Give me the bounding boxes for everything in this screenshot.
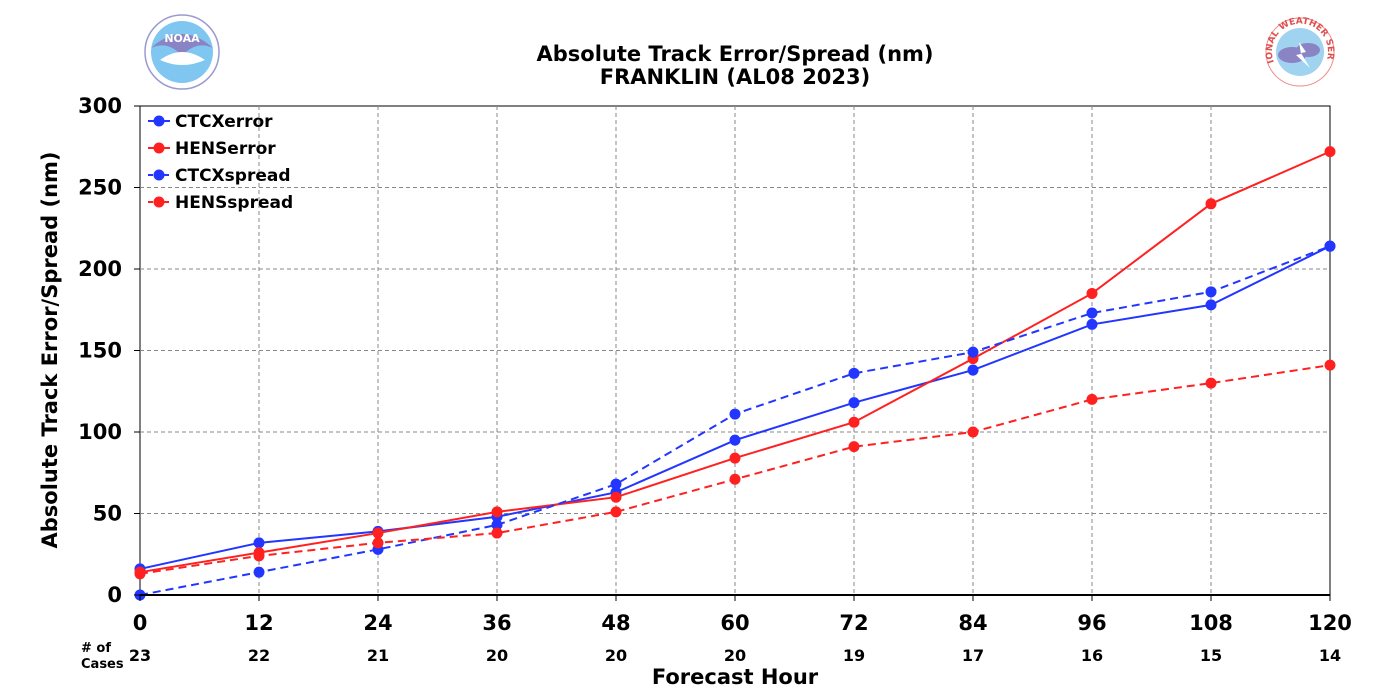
x-tick-label: 60 xyxy=(720,611,749,635)
data-point-ctcxspread xyxy=(1324,240,1336,252)
data-point-hensspread xyxy=(729,473,741,485)
legend-label: CTCXerror xyxy=(175,112,273,132)
cases-count: 22 xyxy=(248,646,270,665)
legend-label: HENSerror xyxy=(175,139,276,159)
cases-count: 20 xyxy=(724,646,746,665)
data-point-hensspread xyxy=(253,550,265,562)
data-point-ctcxspread xyxy=(848,367,860,379)
data-point-ctcxspread xyxy=(729,408,741,420)
data-point-hensspread xyxy=(848,441,860,453)
data-point-hensspread xyxy=(134,568,146,580)
data-point-henserror xyxy=(491,506,503,518)
legend-marker xyxy=(153,115,165,127)
data-point-ctcxerror xyxy=(729,434,741,446)
x-tick-label: 36 xyxy=(482,611,511,635)
data-point-hensspread xyxy=(967,426,979,438)
data-point-hensspread xyxy=(1205,377,1217,389)
data-point-ctcxerror xyxy=(1086,318,1098,330)
chart-title: Absolute Track Error/Spread (nm) xyxy=(536,42,933,66)
data-point-hensspread xyxy=(610,506,622,518)
data-point-ctcxerror xyxy=(1205,299,1217,311)
x-tick-label: 0 xyxy=(133,611,148,635)
data-point-ctcxspread xyxy=(610,478,622,490)
series-lines xyxy=(134,146,1336,601)
data-point-henserror xyxy=(848,416,860,428)
y-tick-label: 50 xyxy=(93,502,122,526)
x-tick-label: 120 xyxy=(1308,611,1352,635)
data-point-henserror xyxy=(610,491,622,503)
cases-count: 23 xyxy=(129,646,151,665)
axes: 0 50 100 150 200 250 300 0 12 24 36 48 60 72 84 96 108 12… xyxy=(78,94,1352,635)
cases-count: 21 xyxy=(367,646,389,665)
cases-count: 16 xyxy=(1081,646,1103,665)
noaa-logo-text: NOAA xyxy=(164,32,200,45)
x-tick-label: 24 xyxy=(363,611,392,635)
chart-subtitle: FRANKLIN (AL08 2023) xyxy=(600,65,871,89)
x-tick-label: 108 xyxy=(1189,611,1233,635)
legend: CTCXerror HENSerror CTCXspread HENSspread xyxy=(148,112,293,213)
data-point-ctcxspread xyxy=(1205,286,1217,298)
cases-count: 15 xyxy=(1200,646,1222,665)
y-tick-label: 200 xyxy=(78,257,122,281)
legend-marker xyxy=(153,196,165,208)
cases-count: 19 xyxy=(843,646,865,665)
y-tick-label: 0 xyxy=(107,583,122,607)
data-point-ctcxspread xyxy=(491,519,503,531)
data-point-hensspread xyxy=(1086,393,1098,405)
x-axis-label: Forecast Hour xyxy=(652,665,819,689)
data-point-henserror xyxy=(1205,198,1217,210)
x-tick-label: 84 xyxy=(958,611,987,635)
y-tick-label: 150 xyxy=(78,339,122,363)
legend-marker xyxy=(153,142,165,154)
x-tick-label: 72 xyxy=(839,611,868,635)
x-tick-label: 48 xyxy=(601,611,630,635)
cases-row: 23 22 21 20 20 20 19 17 16 15 14 xyxy=(129,646,1341,665)
x-tick-label: 96 xyxy=(1077,611,1106,635)
cases-count: 20 xyxy=(486,646,508,665)
data-point-ctcxerror xyxy=(848,397,860,409)
data-point-ctcxspread xyxy=(967,346,979,358)
data-point-henserror xyxy=(729,452,741,464)
data-point-ctcxerror xyxy=(253,537,265,549)
y-tick-label: 100 xyxy=(78,420,122,444)
cases-header: # of Cases xyxy=(81,641,124,672)
y-tick-label: 250 xyxy=(78,176,122,200)
cases-count: 14 xyxy=(1319,646,1341,665)
noaa-logo: NOAA xyxy=(144,14,220,90)
data-point-henserror xyxy=(1324,146,1336,158)
legend-label: HENSspread xyxy=(175,193,293,213)
data-point-henserror xyxy=(372,527,384,539)
data-point-henserror xyxy=(1086,287,1098,299)
x-tick-label: 12 xyxy=(244,611,273,635)
legend-label: CTCXspread xyxy=(175,166,291,186)
data-point-ctcxerror xyxy=(967,364,979,376)
y-tick-label: 300 xyxy=(78,94,122,118)
data-point-ctcxspread xyxy=(1086,307,1098,319)
data-point-hensspread xyxy=(372,537,384,549)
cases-count: 20 xyxy=(605,646,627,665)
legend-marker xyxy=(153,169,165,181)
cases-count: 17 xyxy=(962,646,984,665)
data-point-ctcxspread xyxy=(253,566,265,578)
data-point-hensspread xyxy=(1324,359,1336,371)
y-axis-label: Absolute Track Error/Spread (nm) xyxy=(38,151,62,548)
data-point-hensspread xyxy=(491,527,503,539)
